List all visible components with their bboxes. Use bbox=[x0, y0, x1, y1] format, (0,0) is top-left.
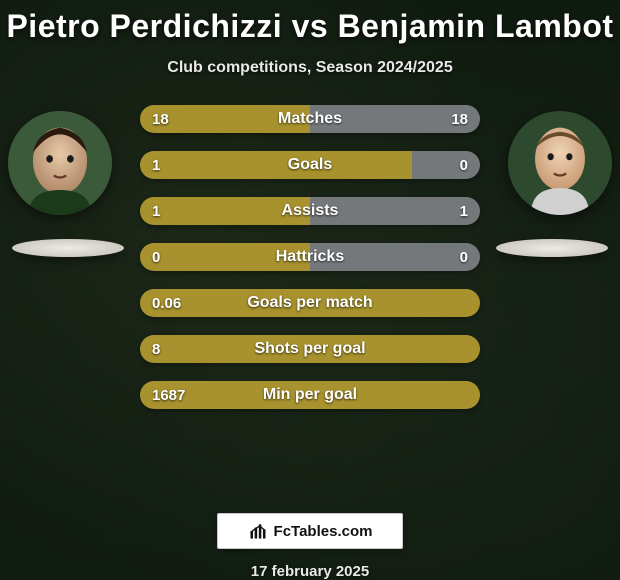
stat-bar: Matches1818 bbox=[140, 105, 480, 133]
avatar-placeholder-icon bbox=[8, 111, 112, 215]
stat-bar: Min per goal1687 bbox=[140, 381, 480, 409]
brand-logo-icon bbox=[248, 521, 268, 541]
brand-text: FcTables.com bbox=[274, 523, 373, 540]
stat-bar-track bbox=[140, 381, 480, 409]
stat-bar-right-fill bbox=[310, 243, 480, 271]
stat-bar-left-fill bbox=[140, 381, 480, 409]
stat-bar: Goals per match0.06 bbox=[140, 289, 480, 317]
player-right-shadow bbox=[496, 239, 608, 257]
stat-bar: Hattricks00 bbox=[140, 243, 480, 271]
brand-badge: FcTables.com bbox=[217, 513, 403, 549]
player-left-shadow bbox=[12, 239, 124, 257]
stat-bar-left-fill bbox=[140, 289, 480, 317]
player-right-avatar bbox=[508, 111, 612, 215]
stat-bar-track bbox=[140, 243, 480, 271]
stat-bar-track bbox=[140, 335, 480, 363]
infographic-container: Pietro Perdichizzi vs Benjamin Lambot Cl… bbox=[0, 0, 620, 580]
stat-bars: Matches1818 Goals10 Assists11 Hattricks00 Go… bbox=[140, 105, 480, 409]
stat-bar-right-fill bbox=[310, 105, 480, 133]
page-title: Pietro Perdichizzi vs Benjamin Lambot bbox=[6, 8, 613, 45]
stat-bar-left-fill bbox=[140, 243, 310, 271]
infographic-date: 17 february 2025 bbox=[251, 563, 369, 580]
stat-bar-left-fill bbox=[140, 197, 310, 225]
stat-bar-left-fill bbox=[140, 335, 480, 363]
stat-bar-track bbox=[140, 197, 480, 225]
stat-bar-right-fill bbox=[310, 197, 480, 225]
stat-bar-right-fill bbox=[412, 151, 480, 179]
stat-bar-left-fill bbox=[140, 151, 412, 179]
stat-bar: Shots per goal8 bbox=[140, 335, 480, 363]
avatar-placeholder-icon bbox=[508, 111, 612, 215]
stat-bar-track bbox=[140, 105, 480, 133]
page-subtitle: Club competitions, Season 2024/2025 bbox=[167, 59, 452, 77]
stat-bar-track bbox=[140, 289, 480, 317]
stat-bar-track bbox=[140, 151, 480, 179]
stat-bar: Assists11 bbox=[140, 197, 480, 225]
stat-bar: Goals10 bbox=[140, 151, 480, 179]
stat-bar-left-fill bbox=[140, 105, 310, 133]
player-left-avatar bbox=[8, 111, 112, 215]
comparison-stage: Matches1818 Goals10 Assists11 Hattricks00 Go… bbox=[0, 105, 620, 495]
